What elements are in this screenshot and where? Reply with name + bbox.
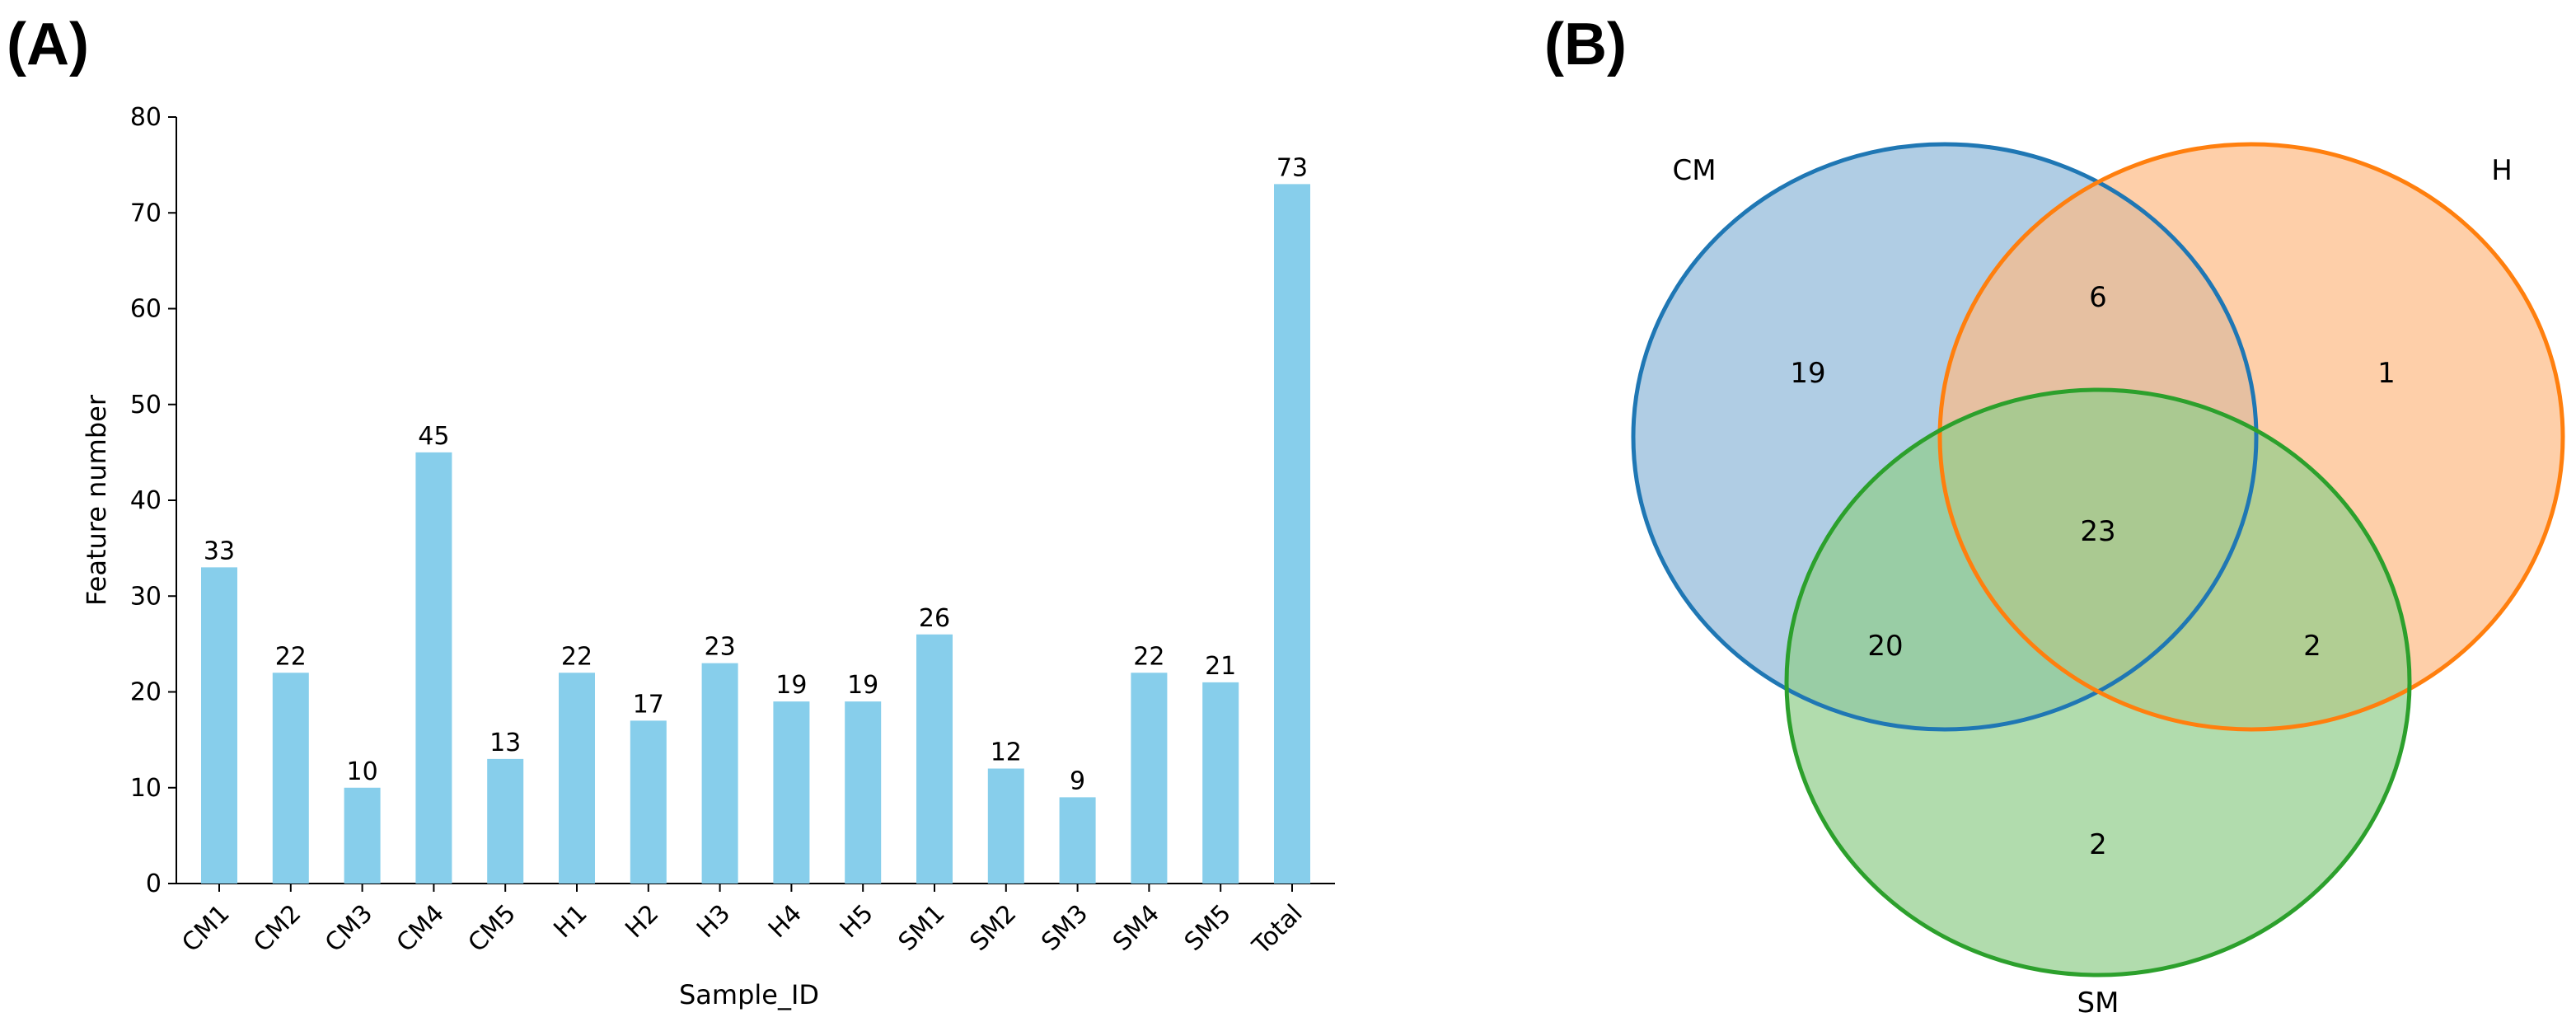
bar xyxy=(415,452,452,884)
bar xyxy=(272,673,309,884)
x-tick-label: CM3 xyxy=(320,899,378,958)
bar-value-label: 19 xyxy=(847,671,878,700)
bar-value-label: 33 xyxy=(204,537,235,565)
x-tick-label: CM4 xyxy=(391,899,450,958)
venn-set-label-h: H xyxy=(2491,154,2513,187)
x-tick-label: H4 xyxy=(763,899,808,944)
bar-value-label: 9 xyxy=(1070,766,1085,795)
bar xyxy=(630,720,667,884)
bar xyxy=(201,567,237,884)
y-tick-label: 80 xyxy=(130,103,162,132)
y-tick-label: 10 xyxy=(130,774,162,803)
y-tick-label: 30 xyxy=(130,582,162,611)
venn-region-cm: 19 xyxy=(1790,357,1825,390)
x-tick-label: CM5 xyxy=(462,899,521,958)
x-tick-label: SM3 xyxy=(1036,899,1094,957)
bar xyxy=(773,701,810,884)
x-tick-label: SM5 xyxy=(1179,899,1237,957)
bar xyxy=(1274,184,1310,884)
bar-value-label: 22 xyxy=(1133,642,1164,671)
bar-value-label: 45 xyxy=(418,422,449,451)
bar-value-label: 22 xyxy=(275,642,307,671)
x-tick-label: H5 xyxy=(835,899,879,944)
bar xyxy=(559,673,595,884)
venn-region-cm-h-sm: 23 xyxy=(2080,515,2115,548)
venn-sm-fill xyxy=(1787,390,2410,975)
x-tick-label: SM4 xyxy=(1108,899,1165,957)
bar xyxy=(1131,673,1168,884)
bar-value-label: 12 xyxy=(991,738,1022,767)
bar-value-label: 21 xyxy=(1205,652,1236,681)
panel-a-label: (A) xyxy=(7,12,89,77)
venn-h-outline xyxy=(1937,142,2565,732)
bar xyxy=(344,787,381,884)
bar-value-label: 17 xyxy=(633,690,664,719)
bar-chart: 0 10 20 30 40 50 60 70 80 33 CM1 22 CM2 10 CM3 45 CM4 13 C… xyxy=(81,103,1335,1010)
bar xyxy=(1059,797,1096,884)
y-axis-title: Feature number xyxy=(81,394,112,606)
y-tick-label: 50 xyxy=(130,391,162,420)
venn-region-cm-sm: 20 xyxy=(1867,630,1903,663)
venn-region-cm-h: 6 xyxy=(2089,281,2107,314)
x-tick-label: SM2 xyxy=(964,899,1022,957)
bar xyxy=(916,634,953,884)
bar xyxy=(1202,682,1239,884)
x-tick-label: H2 xyxy=(620,899,664,944)
panel-b-label: (B) xyxy=(1544,12,1627,77)
y-tick-label: 60 xyxy=(130,295,162,324)
x-tick-label: CM1 xyxy=(176,899,235,958)
venn-cm-outline xyxy=(1631,142,2259,732)
bar xyxy=(487,758,524,884)
x-tick-label: CM2 xyxy=(248,899,307,958)
bar-value-label: 23 xyxy=(705,633,736,662)
venn-set-label-sm: SM xyxy=(2077,987,2119,1020)
bar-value-label: 73 xyxy=(1276,153,1308,182)
bar-value-label: 22 xyxy=(561,642,592,671)
venn-region-h-sm: 2 xyxy=(2303,630,2321,663)
bar-value-label: 10 xyxy=(347,757,378,786)
venn-sm-outline xyxy=(1784,387,2412,977)
y-tick-label: 20 xyxy=(130,678,162,707)
x-tick-label: SM1 xyxy=(893,899,951,957)
y-tick-label: 0 xyxy=(146,870,162,898)
x-tick-label: Total xyxy=(1247,899,1309,961)
x-tick-label: H3 xyxy=(691,899,736,944)
y-tick-label: 70 xyxy=(130,199,162,227)
bar-value-label: 13 xyxy=(489,729,521,757)
bar xyxy=(987,768,1024,884)
x-tick-label: H1 xyxy=(548,899,592,944)
y-tick-label: 40 xyxy=(130,486,162,515)
bar xyxy=(845,701,882,884)
venn-set-label-cm: CM xyxy=(1672,154,1716,187)
bar xyxy=(701,663,738,884)
bar-value-label: 26 xyxy=(919,604,950,633)
venn-region-h: 1 xyxy=(2377,357,2396,390)
bar-value-label: 19 xyxy=(775,671,807,700)
venn-region-sm: 2 xyxy=(2089,828,2107,861)
venn-diagram: CM H SM 19 1 2 6 20 2 23 xyxy=(1631,142,2565,1020)
x-axis-title: Sample_ID xyxy=(679,979,819,1010)
